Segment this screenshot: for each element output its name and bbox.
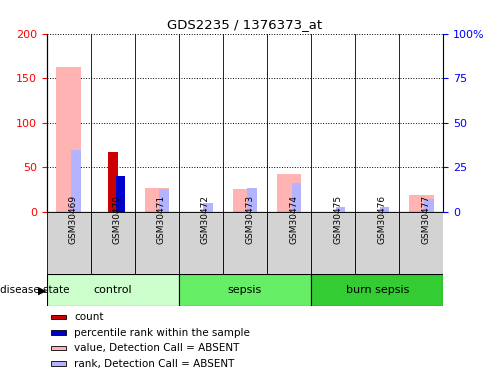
Bar	[311, 274, 443, 306]
Text: rank, Detection Call = ABSENT: rank, Detection Call = ABSENT	[74, 358, 235, 369]
Text: count: count	[74, 312, 104, 322]
Text: GSM30470: GSM30470	[113, 195, 122, 244]
Text: sepsis: sepsis	[228, 285, 262, 295]
Bar	[399, 212, 443, 276]
Text: GSM30472: GSM30472	[201, 195, 210, 244]
Bar	[50, 330, 67, 335]
Text: control: control	[94, 285, 132, 295]
Text: GSM30469: GSM30469	[69, 195, 77, 244]
Bar	[47, 212, 91, 276]
Bar	[91, 212, 135, 276]
Bar	[267, 212, 311, 276]
Bar	[336, 207, 345, 212]
Bar	[179, 212, 223, 276]
Bar	[233, 189, 257, 212]
Text: percentile rank within the sample: percentile rank within the sample	[74, 328, 250, 338]
Bar	[355, 212, 399, 276]
Bar	[50, 346, 67, 350]
Bar	[50, 315, 67, 320]
Bar	[108, 152, 118, 212]
Text: GSM30473: GSM30473	[245, 195, 254, 244]
Bar	[71, 150, 81, 212]
Bar	[179, 274, 311, 306]
Bar	[292, 183, 301, 212]
Bar	[47, 274, 179, 306]
Text: GSM30471: GSM30471	[157, 195, 166, 244]
Text: GSM30476: GSM30476	[377, 195, 386, 244]
Bar	[223, 212, 267, 276]
Text: value, Detection Call = ABSENT: value, Detection Call = ABSENT	[74, 343, 240, 353]
Text: ▶: ▶	[38, 285, 46, 295]
Text: GSM30477: GSM30477	[421, 195, 430, 244]
Bar	[311, 212, 355, 276]
Bar	[277, 174, 301, 212]
Bar	[159, 189, 169, 212]
Bar	[203, 203, 213, 212]
Bar	[424, 198, 434, 212]
Bar	[50, 361, 67, 366]
Bar	[380, 207, 390, 212]
Bar	[135, 212, 179, 276]
Bar	[56, 67, 81, 212]
Bar	[145, 188, 169, 212]
Text: disease state: disease state	[0, 285, 70, 295]
Bar	[247, 188, 257, 212]
Bar	[116, 176, 125, 212]
Text: burn sepsis: burn sepsis	[345, 285, 409, 295]
Text: GSM30475: GSM30475	[333, 195, 342, 244]
Bar	[409, 195, 434, 212]
Title: GDS2235 / 1376373_at: GDS2235 / 1376373_at	[168, 18, 322, 31]
Text: GSM30474: GSM30474	[289, 195, 298, 244]
